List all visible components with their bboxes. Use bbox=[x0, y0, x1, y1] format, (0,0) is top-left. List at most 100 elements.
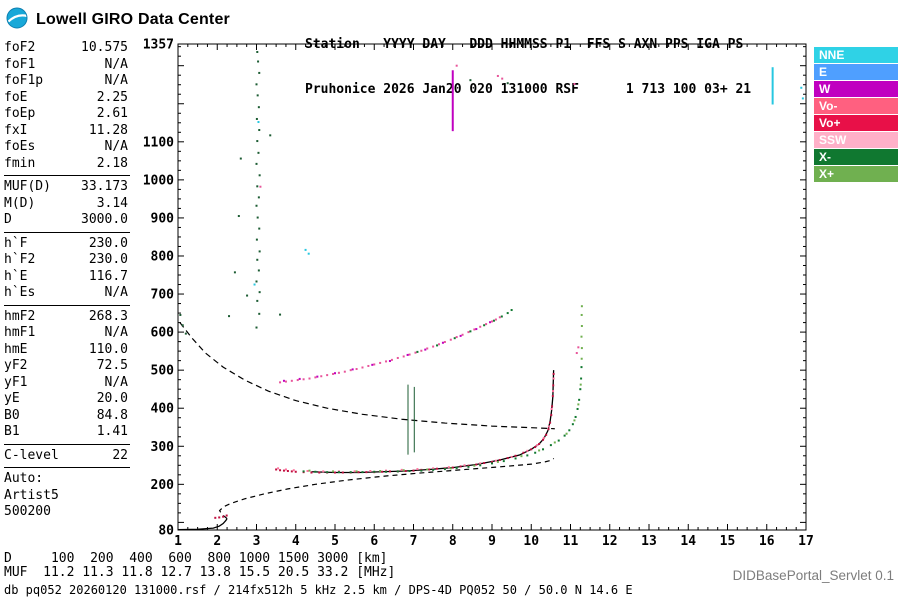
svg-text:1000: 1000 bbox=[143, 173, 174, 188]
parameter-row: h`E 116.7 bbox=[4, 269, 128, 286]
svg-text:5: 5 bbox=[331, 534, 339, 549]
parameter-label: M(D) bbox=[4, 195, 36, 211]
polarization-legend: NNE E W Vo- Vo+ SSW X- X+ bbox=[814, 47, 900, 183]
ionogram-chart: 1357 1100 1000 900 800 700 600 500 400 300 200 80 1 2… bbox=[130, 36, 820, 556]
svg-text:2: 2 bbox=[213, 534, 221, 549]
svg-text:4: 4 bbox=[292, 534, 300, 549]
legend-item-x+: X+ bbox=[814, 166, 898, 182]
svg-text:700: 700 bbox=[151, 288, 175, 303]
svg-text:400: 400 bbox=[151, 402, 175, 417]
svg-text:11: 11 bbox=[563, 534, 579, 549]
parameter-value: 116.7 bbox=[88, 268, 128, 284]
parameter-row: foEp 2.61 bbox=[4, 106, 128, 123]
svg-text:3: 3 bbox=[253, 534, 261, 549]
parameter-value: 110.0 bbox=[88, 341, 128, 357]
parameter-value: 33.173 bbox=[81, 179, 128, 194]
svg-text:10: 10 bbox=[523, 534, 539, 549]
series-noise-scatter-green bbox=[179, 79, 509, 335]
muf-table-muf-row: MUF 11.2 11.3 11.8 12.7 13.8 15.5 20.5 3… bbox=[4, 565, 396, 580]
series-F-trace-O-vo-minus bbox=[277, 377, 555, 473]
parameter-value: 1.41 bbox=[96, 424, 128, 439]
svg-text:9: 9 bbox=[488, 534, 496, 549]
series-second-hop-O bbox=[279, 316, 501, 384]
series-noise-column-3MHz bbox=[255, 50, 261, 329]
parameter-row: fmin 2.18 bbox=[4, 156, 128, 173]
svg-text:900: 900 bbox=[151, 211, 175, 226]
svg-text:6: 6 bbox=[370, 534, 378, 549]
parameter-label: fxI bbox=[4, 122, 28, 138]
parameter-label: foE bbox=[4, 89, 28, 105]
svg-text:7: 7 bbox=[410, 534, 418, 549]
parameter-value: 230.0 bbox=[88, 252, 128, 267]
parameter-row: B1 1.41 bbox=[4, 424, 128, 441]
parameter-value: N/A bbox=[104, 374, 128, 390]
parameter-value: 2.18 bbox=[96, 155, 128, 171]
parameter-label: MUF(D) bbox=[4, 179, 51, 194]
series-F-trace-O-vo-plus bbox=[275, 372, 555, 474]
legend-item-nne: NNE bbox=[814, 47, 898, 63]
parameter-row: yE 20.0 bbox=[4, 391, 128, 408]
parameter-value: N/A bbox=[104, 56, 128, 72]
parameter-value: 20.0 bbox=[96, 391, 128, 406]
station-header: Station YYYY DAY DDD HHMMSS P1 FFS S AXN… bbox=[305, 7, 751, 127]
parameter-row: C-level 22 bbox=[4, 448, 128, 465]
parameter-value: N/A bbox=[104, 285, 128, 300]
parameter-row: yF2 72.5 bbox=[4, 358, 128, 375]
parameter-label: yF2 bbox=[4, 358, 28, 373]
parameter-row: hmF1 N/A bbox=[4, 325, 128, 342]
divider bbox=[4, 467, 130, 468]
profile-E bbox=[177, 518, 228, 531]
parameter-label: yE bbox=[4, 391, 20, 406]
divider bbox=[4, 175, 130, 176]
divider bbox=[4, 443, 130, 445]
parameter-label: hmF2 bbox=[4, 308, 36, 324]
svg-text:200: 200 bbox=[151, 478, 175, 493]
parameter-value: 10.575 bbox=[81, 40, 128, 55]
series-noise-scatter-pink bbox=[259, 64, 580, 355]
parameter-label: B0 bbox=[4, 407, 20, 423]
auto-info-line: Artist5 bbox=[4, 487, 59, 503]
parameter-row: foEs N/A bbox=[4, 139, 128, 156]
parameter-row: MUF(D) 33.173 bbox=[4, 179, 128, 196]
svg-text:1357: 1357 bbox=[143, 38, 174, 53]
parameter-value: 268.3 bbox=[88, 308, 128, 324]
parameter-label: D bbox=[4, 212, 12, 227]
parameter-label: h`F bbox=[4, 235, 28, 251]
svg-text:14: 14 bbox=[680, 534, 696, 549]
parameter-value: 3000.0 bbox=[81, 212, 128, 227]
parameter-row: yF1 N/A bbox=[4, 375, 128, 392]
record-status-line: db pq052 20260120 131000.rsf / 214fx512h… bbox=[4, 583, 633, 597]
profile-valley-F bbox=[218, 457, 555, 520]
parameter-value: 11.28 bbox=[88, 122, 128, 138]
parameter-row: M(D) 3.14 bbox=[4, 196, 128, 213]
parameter-row: h`F 230.0 bbox=[4, 236, 128, 253]
parameter-row: h`F2 230.0 bbox=[4, 252, 128, 269]
brand: Lowell GIRO Data Center bbox=[6, 6, 230, 34]
parameter-row: D 3000.0 bbox=[4, 212, 128, 229]
series-second-hop-X bbox=[416, 309, 513, 353]
parameter-value: 230.0 bbox=[88, 235, 128, 251]
parameter-label: foF1p bbox=[4, 73, 44, 88]
parameter-label: B1 bbox=[4, 424, 20, 439]
parameter-row: B0 84.8 bbox=[4, 408, 128, 425]
svg-text:1: 1 bbox=[174, 534, 182, 549]
parameter-value: 84.8 bbox=[96, 407, 128, 423]
legend-item-ssw: SSW bbox=[814, 132, 898, 148]
parameter-label: foF1 bbox=[4, 56, 36, 72]
parameter-row: h`Es N/A bbox=[4, 285, 128, 302]
parameter-value: 2.61 bbox=[96, 106, 128, 121]
svg-text:1100: 1100 bbox=[143, 135, 174, 150]
legend-item-w: W bbox=[814, 81, 898, 97]
divider bbox=[4, 304, 130, 306]
servlet-version-label: DIDBasePortal_Servlet 0.1 bbox=[732, 568, 894, 583]
svg-text:300: 300 bbox=[151, 440, 175, 455]
divider bbox=[4, 231, 130, 233]
legend-item-e: E bbox=[814, 64, 898, 80]
parameter-label: hmE bbox=[4, 341, 28, 357]
parameter-value: 2.25 bbox=[96, 89, 128, 105]
parameter-row: foF1 N/A bbox=[4, 57, 128, 74]
parameter-label: fmin bbox=[4, 155, 36, 171]
legend-item-vo-: Vo- bbox=[814, 98, 898, 114]
giro-logo-icon bbox=[6, 6, 30, 34]
parameter-value: N/A bbox=[104, 73, 128, 88]
